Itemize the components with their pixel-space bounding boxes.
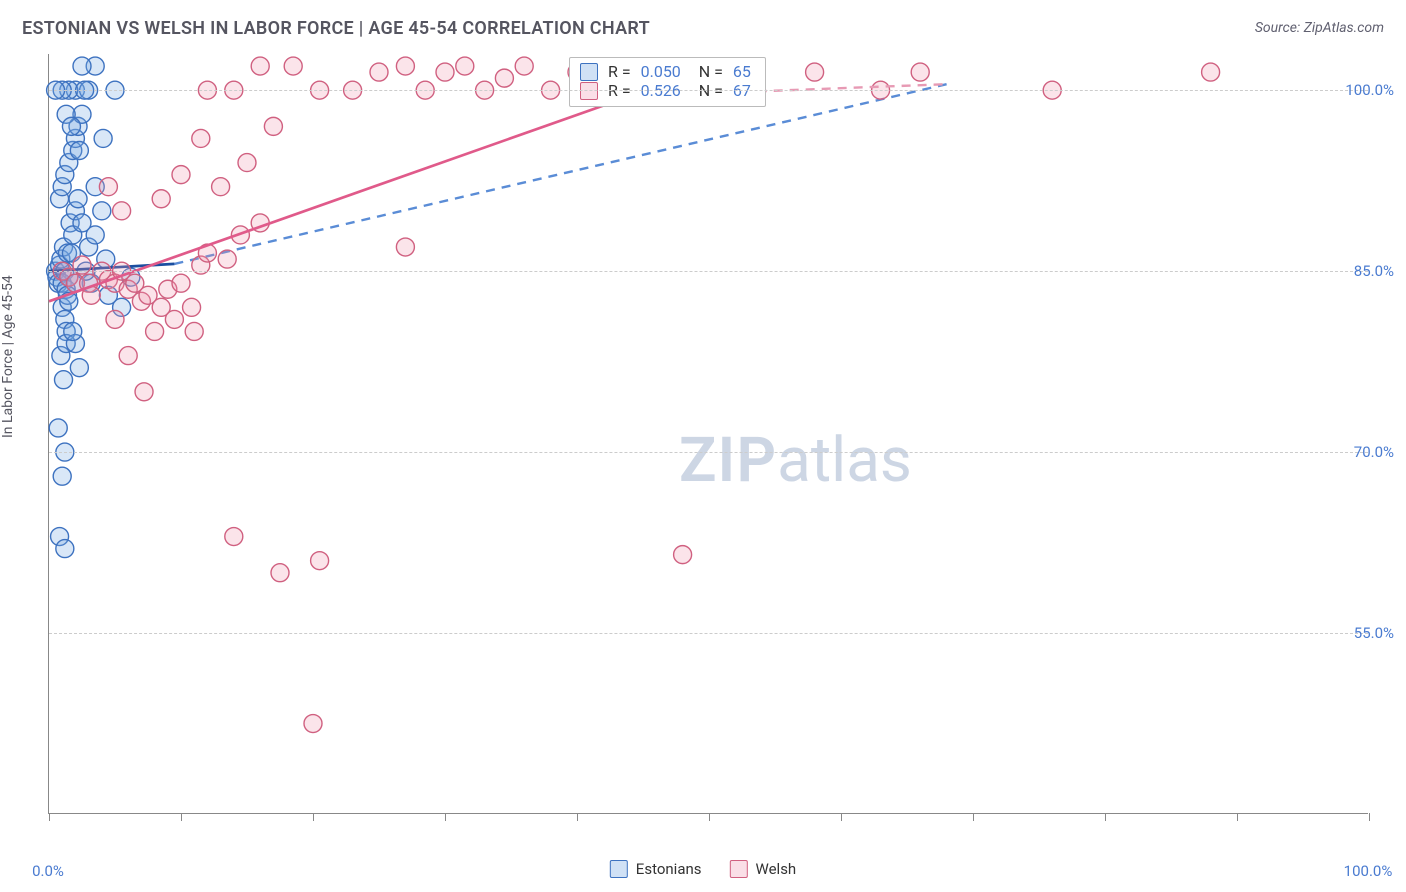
x-tick-label: 100.0% — [1344, 862, 1393, 880]
data-point — [172, 166, 190, 184]
data-point — [436, 63, 454, 81]
data-point — [152, 190, 170, 208]
x-tick — [49, 813, 50, 821]
x-tick — [841, 813, 842, 821]
data-point — [218, 250, 236, 268]
data-point — [396, 238, 414, 256]
x-tick — [1105, 813, 1106, 821]
data-point — [396, 57, 414, 75]
data-point — [172, 274, 190, 292]
data-point — [238, 154, 256, 172]
data-point — [165, 310, 183, 328]
data-point — [64, 322, 82, 340]
chart-title: ESTONIAN VS WELSH IN LABOR FORCE | AGE 4… — [22, 18, 650, 39]
data-point — [146, 322, 164, 340]
chart-svg — [49, 54, 1368, 813]
gridline — [49, 452, 1368, 453]
legend-r-value: 0.050 — [641, 62, 681, 81]
data-point — [271, 564, 289, 582]
legend-series-name: Estonians — [636, 860, 702, 878]
data-point — [119, 347, 137, 365]
y-tick-label: 70.0% — [1354, 443, 1394, 461]
data-point — [70, 359, 88, 377]
data-point — [192, 129, 210, 147]
x-tick — [1369, 813, 1370, 821]
data-point — [94, 129, 112, 147]
data-point — [185, 322, 203, 340]
trend-line-dashed — [174, 84, 946, 264]
data-point — [1202, 63, 1220, 81]
legend-swatch — [730, 860, 748, 878]
data-point — [911, 63, 929, 81]
data-point — [49, 419, 67, 437]
source-attribution: Source: ZipAtlas.com — [1255, 20, 1384, 36]
legend-swatch — [580, 63, 598, 81]
y-axis-label: In Labor Force | Age 45-54 — [0, 275, 16, 438]
y-tick-label: 55.0% — [1354, 624, 1394, 642]
data-point — [113, 202, 131, 220]
data-point — [99, 178, 117, 196]
y-tick-label: 100.0% — [1345, 81, 1394, 99]
data-point — [135, 383, 153, 401]
x-tick — [973, 813, 974, 821]
data-point — [515, 57, 533, 75]
data-point — [674, 546, 692, 564]
legend-n-label: N = — [691, 62, 723, 81]
data-point — [106, 310, 124, 328]
data-point — [225, 528, 243, 546]
x-tick — [445, 813, 446, 821]
legend-swatch — [610, 860, 628, 878]
gridline — [49, 90, 1368, 91]
legend-item: Welsh — [730, 860, 797, 878]
data-point — [212, 178, 230, 196]
data-point — [495, 69, 513, 87]
data-point — [53, 467, 71, 485]
data-point — [55, 371, 73, 389]
plot-area: ZIPatlas R = 0.050 N = 65R = 0.526 N = 6… — [48, 54, 1368, 814]
data-point — [70, 142, 88, 160]
legend-row: R = 0.050 N = 65 — [580, 62, 751, 81]
legend-r-label: R = — [608, 62, 631, 81]
x-tick — [1237, 813, 1238, 821]
legend-correlation: R = 0.050 N = 65R = 0.526 N = 67 — [569, 57, 766, 107]
data-point — [264, 117, 282, 135]
data-point — [56, 540, 74, 558]
data-point — [456, 57, 474, 75]
data-point — [304, 715, 322, 733]
legend-series: Estonians Welsh — [610, 860, 796, 878]
data-point — [183, 298, 201, 316]
data-point — [251, 57, 269, 75]
data-point — [73, 57, 91, 75]
gridline — [49, 271, 1368, 272]
data-point — [73, 214, 91, 232]
legend-series-name: Welsh — [756, 860, 797, 878]
data-point — [370, 63, 388, 81]
x-tick — [313, 813, 314, 821]
legend-n-value: 65 — [733, 62, 751, 81]
data-point — [93, 202, 111, 220]
legend-item: Estonians — [610, 860, 702, 878]
y-tick-label: 85.0% — [1354, 262, 1394, 280]
x-tick-label: 0.0% — [32, 862, 64, 880]
gridline — [49, 633, 1368, 634]
data-point — [311, 552, 329, 570]
data-point — [284, 57, 302, 75]
x-tick — [181, 813, 182, 821]
data-point — [806, 63, 824, 81]
x-tick — [577, 813, 578, 821]
data-point — [62, 117, 80, 135]
data-point — [69, 190, 87, 208]
x-tick — [709, 813, 710, 821]
